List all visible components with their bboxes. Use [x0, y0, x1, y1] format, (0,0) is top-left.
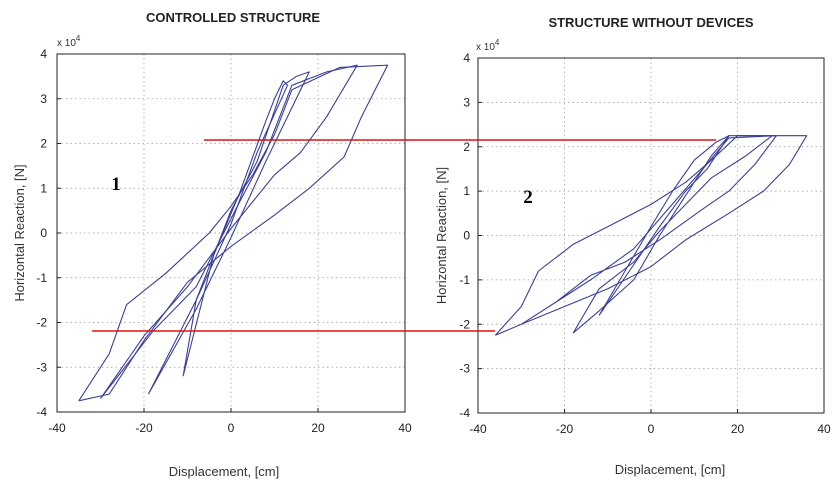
x-tick-label: -20 — [135, 421, 153, 435]
y-tick-label: -1 — [459, 273, 470, 287]
y-tick-label: 2 — [40, 137, 47, 151]
y-tick-label: 0 — [40, 226, 47, 240]
y-tick-label: 0 — [463, 229, 470, 243]
x-tick-label: -40 — [469, 422, 487, 436]
x-tick-label: 0 — [228, 421, 235, 435]
y-tick-label: -2 — [459, 317, 470, 331]
y-tick-label: 1 — [40, 181, 47, 195]
y-tick-label: 1 — [463, 184, 470, 198]
panel-number-label: 1 — [111, 174, 121, 195]
y-multiplier-exponent: 4 — [76, 34, 81, 43]
chart-title: CONTROLLED STRUCTURE — [146, 10, 320, 25]
y-multiplier-exponent: 4 — [495, 38, 500, 47]
y-axis-label: Horizontal Reaction, [N] — [12, 164, 27, 301]
hysteresis-loop-1 — [182, 80, 289, 377]
x-tick-label: 0 — [648, 422, 655, 436]
x-tick-label: 20 — [731, 422, 745, 436]
chart-panel-2: STRUCTURE WITHOUT DEVICES-40 -20 0 20 404321… — [434, 15, 831, 477]
hysteresis-loop-2 — [572, 135, 773, 334]
x-tick-label: -40 — [48, 421, 66, 435]
x-tick-label: 20 — [311, 421, 325, 435]
y-tick-label: -4 — [459, 406, 470, 420]
y-tick-label: -4 — [36, 405, 47, 419]
y-tick-label: -3 — [36, 360, 47, 374]
y-multiplier: x 104 — [57, 34, 81, 49]
y-tick-label: 3 — [463, 95, 470, 109]
hysteresis-loop-3 — [521, 135, 777, 325]
plot-frame — [56, 53, 406, 413]
y-tick-label: 2 — [463, 140, 470, 154]
x-axis-label: Displacement, [cm] — [615, 462, 726, 477]
x-tick-label: -20 — [556, 422, 574, 436]
y-multiplier-base: x 10 — [57, 38, 76, 49]
chart-title: STRUCTURE WITHOUT DEVICES — [548, 15, 753, 30]
hysteresis-loop-4 — [78, 64, 389, 402]
hysteresis-loop-3 — [100, 64, 358, 399]
x-axis-label: Displacement, [cm] — [169, 464, 280, 479]
y-tick-label: -1 — [36, 271, 47, 285]
chart-panel-1: CONTROLLED STRUCTURE -40 -20 0 20 40 4 3 2 1 0 -1 -2… — [12, 10, 412, 479]
panel-number-label: 2 — [523, 187, 533, 208]
y-tick-label: 4 — [40, 47, 47, 61]
y-multiplier-base: x 10 — [476, 42, 495, 53]
hysteresis-loop-4 — [494, 135, 808, 336]
y-multiplier: x 104 — [476, 38, 500, 53]
y-tick-label: -3 — [459, 362, 470, 376]
y-tick-label: -2 — [36, 316, 47, 330]
y-axis-label: Horizontal Reaction, [N] — [434, 167, 449, 304]
x-tick-label: 40 — [817, 422, 831, 436]
y-tick-label: 3 — [40, 92, 47, 106]
x-tick-label: 40 — [398, 421, 412, 435]
hysteresis-loop-2 — [147, 71, 310, 395]
y-tick-label: 4 — [463, 51, 470, 65]
